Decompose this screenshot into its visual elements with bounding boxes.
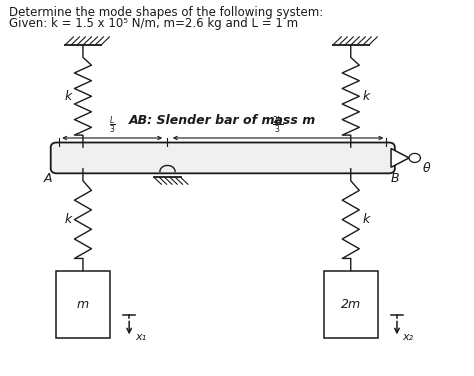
Polygon shape [391, 149, 409, 167]
Bar [323, 271, 378, 338]
Text: k: k [363, 90, 370, 103]
Text: k: k [64, 213, 72, 226]
Text: $\frac{2L}{3}$: $\frac{2L}{3}$ [273, 115, 284, 136]
Text: x₂: x₂ [402, 332, 414, 342]
Text: m: m [77, 298, 89, 311]
Text: $\frac{L}{3}$: $\frac{L}{3}$ [109, 115, 116, 136]
Text: AB: Slender bar of mass m: AB: Slender bar of mass m [129, 114, 317, 127]
Text: k: k [363, 213, 370, 226]
Text: B: B [391, 172, 400, 185]
Bar [56, 271, 110, 338]
Text: 2m: 2m [341, 298, 361, 311]
Text: Determine the mode shapes of the following system:: Determine the mode shapes of the followi… [9, 6, 324, 19]
Text: θ: θ [423, 162, 430, 175]
Text: Given: k = 1.5 x 10⁵ N/m, m=2.6 kg and L = 1 m: Given: k = 1.5 x 10⁵ N/m, m=2.6 kg and L… [9, 17, 299, 30]
Text: k: k [64, 90, 72, 103]
Text: x₁: x₁ [135, 332, 146, 342]
FancyBboxPatch shape [51, 143, 395, 173]
Text: A: A [44, 172, 52, 185]
